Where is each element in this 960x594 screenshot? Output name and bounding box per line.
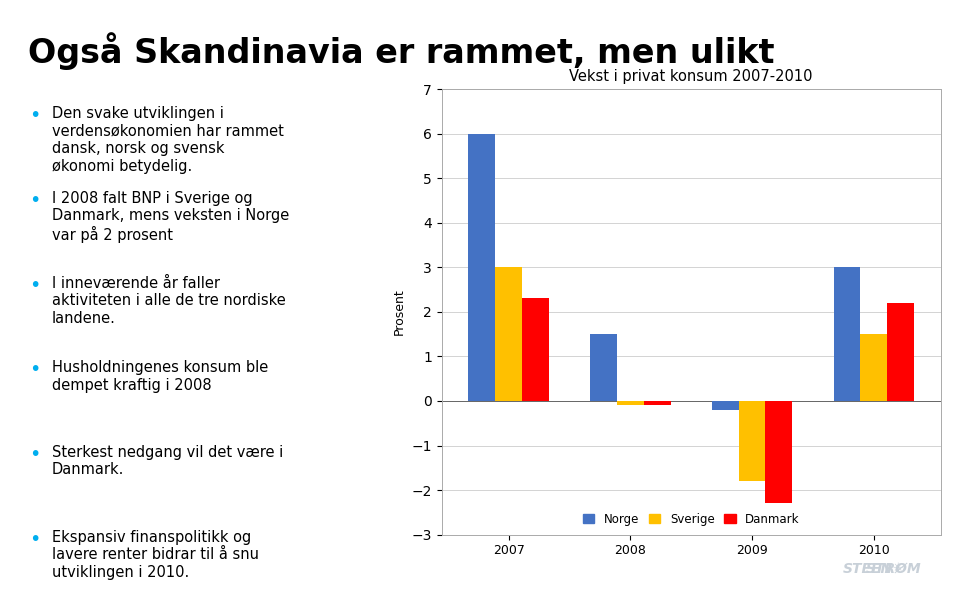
Text: verdensøkonomien har rammet: verdensøkonomien har rammet xyxy=(52,124,284,138)
Text: Sterkest nedgang vil det være i: Sterkest nedgang vil det være i xyxy=(52,445,283,460)
Bar xyxy=(468,134,495,401)
Bar xyxy=(644,401,670,405)
Text: Husholdningenes konsum ble: Husholdningenes konsum ble xyxy=(52,361,268,375)
Text: Også Skandinavia er rammet, men ulikt: Også Skandinavia er rammet, men ulikt xyxy=(29,32,775,70)
Text: Ekspansiv finanspolitikk og: Ekspansiv finanspolitikk og xyxy=(52,530,252,545)
Text: dansk, norsk og svensk: dansk, norsk og svensk xyxy=(52,141,225,156)
Text: landene.: landene. xyxy=(52,311,116,326)
Bar xyxy=(617,401,644,405)
Text: Danmark, mens veksten i Norge: Danmark, mens veksten i Norge xyxy=(52,208,289,223)
Bar xyxy=(765,401,792,504)
Bar xyxy=(860,334,887,401)
Text: I inneværende år faller: I inneværende år faller xyxy=(52,276,220,290)
Bar xyxy=(590,334,617,401)
Bar xyxy=(522,299,549,401)
Text: ✳: ✳ xyxy=(893,563,902,575)
Text: Danmark.: Danmark. xyxy=(52,463,124,478)
Text: •: • xyxy=(29,530,40,549)
Legend: Norge, Sverige, Danmark: Norge, Sverige, Danmark xyxy=(579,509,804,529)
Bar xyxy=(738,401,765,481)
Text: •: • xyxy=(29,361,40,380)
Text: •: • xyxy=(29,445,40,464)
Bar xyxy=(833,267,860,401)
Text: økonomi betydelig.: økonomi betydelig. xyxy=(52,159,192,173)
Text: var på 2 prosent: var på 2 prosent xyxy=(52,226,173,243)
Bar xyxy=(495,267,522,401)
Text: •: • xyxy=(29,276,40,295)
Text: lavere renter bidrar til å snu: lavere renter bidrar til å snu xyxy=(52,547,259,562)
Y-axis label: Prosent: Prosent xyxy=(393,289,406,335)
Text: dempet kraftig i 2008: dempet kraftig i 2008 xyxy=(52,378,211,393)
Text: •: • xyxy=(29,106,40,125)
Text: STEEN: STEEN xyxy=(843,562,893,576)
Bar xyxy=(887,303,914,401)
Text: •: • xyxy=(29,191,40,210)
Text: STRØM: STRØM xyxy=(866,562,922,576)
Text: Den svake utviklingen i: Den svake utviklingen i xyxy=(52,106,224,121)
Title: Vekst i privat konsum 2007-2010: Vekst i privat konsum 2007-2010 xyxy=(569,69,813,84)
Text: I 2008 falt BNP i Sverige og: I 2008 falt BNP i Sverige og xyxy=(52,191,252,206)
Text: utviklingen i 2010.: utviklingen i 2010. xyxy=(52,565,189,580)
Bar xyxy=(712,401,738,410)
Text: aktiviteten i alle de tre nordiske: aktiviteten i alle de tre nordiske xyxy=(52,293,285,308)
